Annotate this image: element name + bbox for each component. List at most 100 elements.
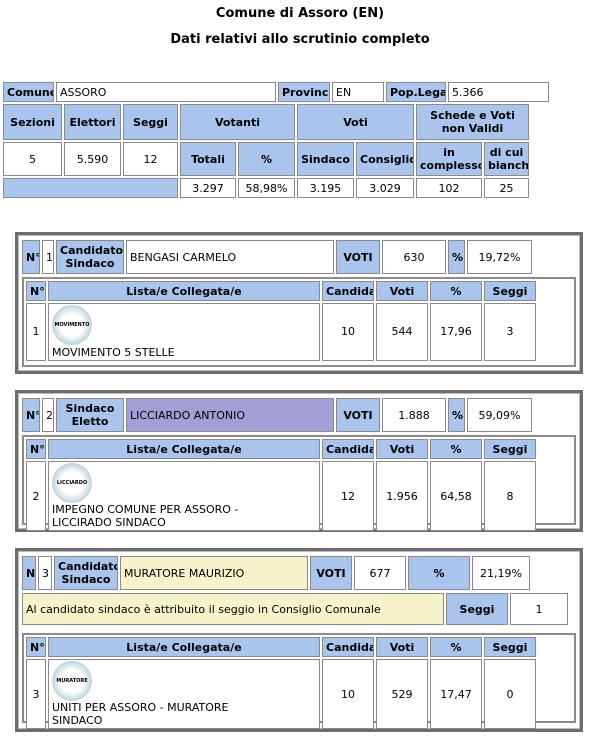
info-value: ASSORO xyxy=(56,82,276,102)
list-header: Seggi xyxy=(484,281,536,301)
candidate-role: Candidato Sindaco xyxy=(54,556,118,590)
label: N° xyxy=(22,398,40,432)
list-header: Candidati xyxy=(322,439,374,459)
list-number: 1 xyxy=(26,303,46,361)
list-header: Candidati xyxy=(322,637,374,657)
list-header: Seggi xyxy=(484,439,536,459)
candidate-name: LICCIARDO ANTONIO xyxy=(126,398,334,432)
subheader: Totali xyxy=(180,142,236,176)
list-seats: 8 xyxy=(484,461,536,531)
list-box: N°Lista/e Collegata/eCandidatiVoti%Seggi… xyxy=(22,633,576,729)
list-box: N°Lista/e Collegata/eCandidatiVoti%Seggi… xyxy=(22,435,576,531)
list-header: % xyxy=(430,281,482,301)
list-logo: MURATORE xyxy=(52,661,92,701)
table-row: N°Lista/e Collegata/eCandidatiVoti%Seggi xyxy=(26,281,536,301)
header: Sezioni xyxy=(3,104,62,140)
subheader: Sindaco xyxy=(297,142,355,176)
candidate-votes: 677 xyxy=(354,556,406,590)
list-name: UNITI PER ASSORO - MURATORE SINDACO xyxy=(52,701,229,727)
header: Voti xyxy=(297,104,415,140)
list-header: Lista/e Collegata/e xyxy=(48,439,320,459)
table-row: N°Lista/e Collegata/eCandidatiVoti%Seggi xyxy=(26,439,536,459)
label: VOTI xyxy=(310,556,352,590)
candidate-pct: 21,19% xyxy=(472,556,530,590)
candidate-number: 2 xyxy=(42,398,54,432)
list-header: % xyxy=(430,439,482,459)
list-name: MOVIMENTO 5 STELLE xyxy=(52,345,175,359)
subheader: in complesso xyxy=(416,142,483,176)
header: Votanti xyxy=(180,104,296,140)
table-row: ComuneASSOROProvinciaENPop.Legale5.366 xyxy=(3,82,549,102)
candidate-table: N° 1 Candidato Sindaco BENGASI CARMELO VOTI 6… xyxy=(20,238,534,276)
table-row: 3 MURATOREUNITI PER ASSORO - MURATORE SIN… xyxy=(26,659,536,729)
table-row: N°Lista/e Collegata/eCandidatiVoti%Seggi xyxy=(26,637,536,657)
empty-cell xyxy=(3,178,178,198)
note-label: Seggi xyxy=(446,593,508,625)
info-table: ComuneASSOROProvinciaENPop.Legale5.366 xyxy=(1,80,551,104)
value: 5 xyxy=(3,142,62,176)
total: 58,98% xyxy=(238,178,296,198)
candidate-name: MURATORE MAURIZIO xyxy=(120,556,308,590)
list-name-cell: MOVIMENTOMOVIMENTO 5 STELLE xyxy=(48,303,320,361)
list-box: N°Lista/e Collegata/eCandidatiVoti%Seggi… xyxy=(22,277,576,367)
label: % xyxy=(448,240,465,274)
list-header: N° xyxy=(26,637,46,657)
list-candidates: 10 xyxy=(322,303,374,361)
list-logo: MOVIMENTO xyxy=(52,305,92,345)
candidate-block: N° 2 Sindaco Eletto LICCIARDO ANTONIO VOTI 1.… xyxy=(15,390,583,532)
label: % xyxy=(408,556,470,590)
total: 25 xyxy=(484,178,530,198)
list-name-cell: MURATOREUNITI PER ASSORO - MURATORE SIND… xyxy=(48,659,320,729)
info-value: EN xyxy=(332,82,384,102)
candidate-name: BENGASI CARMELO xyxy=(126,240,334,274)
list-pct: 17,47 xyxy=(430,659,482,729)
info-label: Provincia xyxy=(278,82,330,102)
list-votes: 544 xyxy=(376,303,428,361)
label: N° xyxy=(22,240,40,274)
label: N° xyxy=(22,556,36,590)
total: 3.297 xyxy=(180,178,236,198)
header: Elettori xyxy=(64,104,121,140)
candidate-votes: 1.888 xyxy=(382,398,446,432)
list-table: N°Lista/e Collegata/eCandidatiVoti%Seggi… xyxy=(24,635,538,731)
list-name-cell: LICCIARDOIMPEGNO COMUNE PER ASSORO - LIC… xyxy=(48,461,320,531)
table-row: 5 5.590 12 Totali% Sindaco Consiglio in comple… xyxy=(3,142,530,176)
table-row: 2 LICCIARDOIMPEGNO COMUNE PER ASSORO - LI… xyxy=(26,461,536,531)
label: VOTI xyxy=(336,240,380,274)
candidate-table: N° 2 Sindaco Eletto LICCIARDO ANTONIO VOTI 1.… xyxy=(20,396,534,434)
note-text: Al candidato sindaco è attribuito il seg… xyxy=(22,593,444,625)
candidate-role: Candidato Sindaco xyxy=(56,240,124,274)
candidate-block: N° 1 Candidato Sindaco BENGASI CARMELO VOTI 6… xyxy=(15,232,583,374)
candidate-number: 1 xyxy=(42,240,54,274)
subheader: di cui bianche xyxy=(484,142,530,176)
list-seats: 3 xyxy=(484,303,536,361)
subheader: Consiglio xyxy=(356,142,415,176)
list-votes: 1.956 xyxy=(376,461,428,531)
list-header: Voti xyxy=(376,439,428,459)
table-row: Al candidato sindaco è attribuito il seg… xyxy=(22,593,568,625)
list-candidates: 10 xyxy=(322,659,374,729)
candidate-votes: 630 xyxy=(382,240,446,274)
table-row: 3.297 58,98% 3.195 3.029 102 25 xyxy=(3,178,530,198)
list-candidates: 12 xyxy=(322,461,374,531)
page-title: Comune di Assoro (EN) xyxy=(215,6,385,21)
total: 102 xyxy=(416,178,483,198)
list-header: Voti xyxy=(376,281,428,301)
list-pct: 17,96 xyxy=(430,303,482,361)
info-value: 5.366 xyxy=(448,82,549,102)
list-header: N° xyxy=(26,439,46,459)
candidate-pct: 59,09% xyxy=(467,398,532,432)
table-row: Sezioni Elettori Seggi Votanti Voti Schede e … xyxy=(3,104,530,140)
candidate-pct: 19,72% xyxy=(467,240,532,274)
list-pct: 64,58 xyxy=(430,461,482,531)
table-row: 1 MOVIMENTOMOVIMENTO 5 STELLE 10 544 17,96 3 xyxy=(26,303,536,361)
list-header: Candidati xyxy=(322,281,374,301)
list-seats: 0 xyxy=(484,659,536,729)
candidate-role: Sindaco Eletto xyxy=(56,398,124,432)
list-name: IMPEGNO COMUNE PER ASSORO - LICCIRADO SI… xyxy=(52,503,239,529)
list-table: N°Lista/e Collegata/eCandidatiVoti%Seggi… xyxy=(24,437,538,533)
info-label: Pop.Legale xyxy=(386,82,446,102)
total: 3.195 xyxy=(297,178,355,198)
